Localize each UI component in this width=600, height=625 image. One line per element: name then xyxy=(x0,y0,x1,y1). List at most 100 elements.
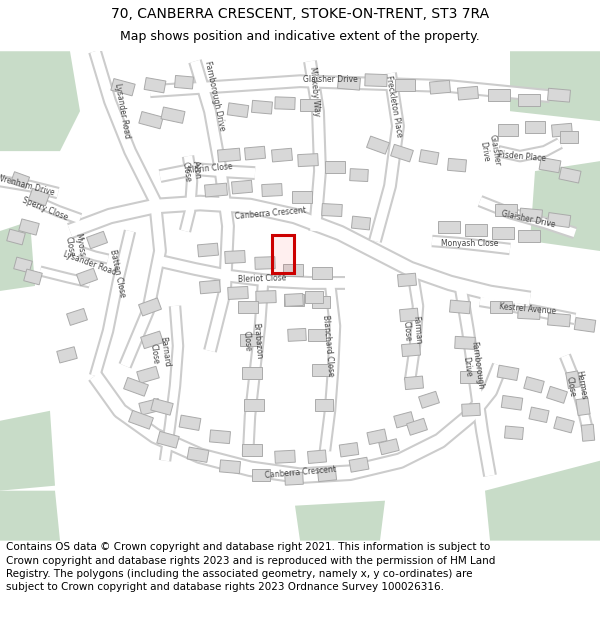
Bar xyxy=(497,365,519,381)
Bar xyxy=(520,208,542,222)
Bar xyxy=(7,229,25,245)
Text: Hermes
Close: Hermes Close xyxy=(564,369,588,402)
Text: Mickeby Way: Mickeby Way xyxy=(308,66,322,116)
Bar xyxy=(242,367,262,379)
Bar xyxy=(24,269,42,285)
Bar xyxy=(284,294,304,306)
Bar xyxy=(308,329,326,341)
Polygon shape xyxy=(0,491,60,541)
Bar xyxy=(419,149,439,164)
Text: Wrenham Drive: Wrenham Drive xyxy=(0,173,55,197)
Text: 70, CANBERRA CRESCENT, STOKE-ON-TRENT, ST3 7RA: 70, CANBERRA CRESCENT, STOKE-ON-TRENT, S… xyxy=(111,8,489,21)
Bar xyxy=(495,204,517,216)
Bar xyxy=(240,334,260,346)
Bar xyxy=(574,318,596,332)
Bar xyxy=(404,376,424,389)
Bar xyxy=(448,158,466,172)
Bar xyxy=(407,418,427,435)
Bar xyxy=(548,313,571,327)
Bar xyxy=(581,424,595,441)
Bar xyxy=(238,301,258,313)
Bar xyxy=(505,426,523,439)
Bar xyxy=(312,364,330,376)
Polygon shape xyxy=(295,501,385,541)
Bar xyxy=(251,101,272,114)
Bar xyxy=(455,336,475,349)
Bar xyxy=(272,235,294,273)
Bar xyxy=(518,306,540,319)
Bar xyxy=(560,131,578,143)
Bar xyxy=(14,257,32,273)
Bar xyxy=(379,439,399,455)
Text: Blanchard Close: Blanchard Close xyxy=(321,314,335,377)
Bar xyxy=(498,124,518,136)
Polygon shape xyxy=(510,51,600,121)
Bar xyxy=(137,366,159,383)
Text: Farman
Close: Farman Close xyxy=(401,316,423,346)
Bar xyxy=(227,286,248,299)
Bar xyxy=(242,444,262,456)
Text: Avon
Close: Avon Close xyxy=(181,159,203,182)
Bar xyxy=(139,399,161,415)
Text: Farnborough Drive: Farnborough Drive xyxy=(203,61,227,132)
Bar xyxy=(128,411,154,429)
Bar xyxy=(287,328,307,341)
Bar xyxy=(312,267,332,279)
Bar xyxy=(179,415,201,431)
Bar xyxy=(67,308,88,326)
Text: Glaisher Drive: Glaisher Drive xyxy=(500,209,556,229)
Bar xyxy=(339,442,359,457)
Bar xyxy=(488,89,510,101)
Bar xyxy=(200,280,220,294)
Polygon shape xyxy=(0,411,55,491)
Bar xyxy=(559,167,581,183)
Text: Glaisher
Drive: Glaisher Drive xyxy=(478,134,502,169)
Bar xyxy=(350,169,368,181)
Bar xyxy=(220,460,241,474)
Text: Aldrin Close: Aldrin Close xyxy=(187,162,233,174)
Bar xyxy=(338,76,361,90)
Text: Lysander Road: Lysander Road xyxy=(62,249,118,277)
Bar xyxy=(151,398,173,415)
Bar xyxy=(187,447,209,462)
Bar xyxy=(400,308,418,322)
Bar xyxy=(317,468,337,482)
Bar xyxy=(465,224,487,236)
Bar xyxy=(547,213,571,228)
Bar xyxy=(566,371,580,389)
Bar xyxy=(227,103,249,118)
Bar xyxy=(262,184,283,197)
Bar xyxy=(124,378,148,396)
Bar xyxy=(554,417,574,433)
Bar xyxy=(232,180,253,194)
Bar xyxy=(256,291,276,303)
Bar xyxy=(111,79,135,96)
Bar xyxy=(308,450,326,464)
Bar xyxy=(518,94,540,106)
Text: Brabazon
Close: Brabazon Close xyxy=(241,322,263,360)
Bar xyxy=(501,396,523,410)
Bar xyxy=(322,204,343,216)
Bar xyxy=(255,257,275,269)
Polygon shape xyxy=(0,221,35,291)
Text: Farnborough
Drive: Farnborough Drive xyxy=(459,341,485,391)
Text: Contains OS data © Crown copyright and database right 2021. This information is : Contains OS data © Crown copyright and d… xyxy=(6,542,496,592)
Bar xyxy=(175,76,193,89)
Bar xyxy=(438,221,460,233)
Bar xyxy=(10,172,29,189)
Text: Monyash Close: Monyash Close xyxy=(442,239,499,248)
Bar xyxy=(139,111,163,129)
Bar xyxy=(365,74,387,87)
Text: Kestrel Avenue: Kestrel Avenue xyxy=(499,302,557,316)
Bar xyxy=(28,188,50,206)
Bar xyxy=(252,469,270,481)
Bar xyxy=(209,430,230,444)
Bar xyxy=(492,227,514,239)
Bar xyxy=(218,148,241,162)
Text: Barnard
Close: Barnard Close xyxy=(148,336,172,369)
Bar xyxy=(157,431,179,448)
Bar xyxy=(524,377,544,393)
Bar xyxy=(275,450,295,463)
Bar xyxy=(19,219,39,235)
Bar xyxy=(458,86,478,100)
